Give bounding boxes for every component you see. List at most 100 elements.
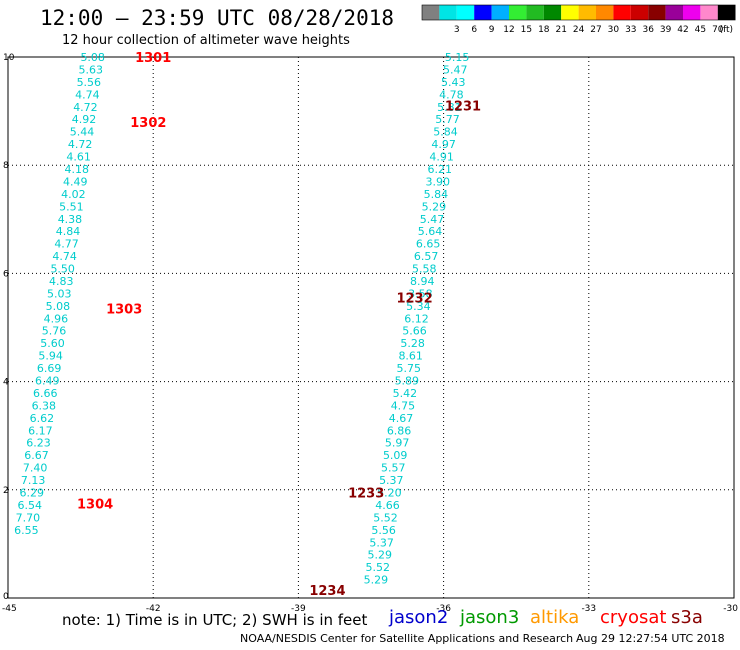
swh-value-label: 4.67 <box>389 412 414 425</box>
legend-swatch <box>561 5 579 20</box>
legend-swatch <box>613 5 631 20</box>
legend-swatch <box>683 5 701 20</box>
legend-tick-label: 15 <box>521 25 532 35</box>
swh-value-label: 4.92 <box>72 113 97 126</box>
mission-label-jason3: jason3 <box>460 607 520 628</box>
swh-value-label: 6.57 <box>414 250 439 263</box>
x-tick-label: -30 <box>723 604 738 614</box>
time-label: 1231 <box>445 100 481 115</box>
swh-value-label: 5.37 <box>369 536 394 549</box>
swh-value-label: 3.58 <box>408 287 433 300</box>
time-label: 1232 <box>396 292 432 307</box>
y-tick-label: 4 <box>3 378 9 388</box>
swh-value-label: 4.77 <box>54 238 79 251</box>
footer-note: note: 1) Time is in UTC; 2) SWH is in fe… <box>62 611 368 629</box>
swh-value-label: 4.97 <box>431 138 456 151</box>
plot-frame <box>7 56 735 599</box>
swh-value-label: 6.66 <box>33 387 58 400</box>
legend-border <box>421 4 736 21</box>
legend-swatch <box>665 5 683 20</box>
swh-value-label: 5.81 <box>437 101 462 114</box>
swh-value-label: 6.86 <box>387 424 412 437</box>
swh-value-label: 5.52 <box>373 511 398 524</box>
swh-value-label: 4.91 <box>429 151 454 164</box>
swh-value-label: 6.38 <box>32 399 57 412</box>
legend-swatch <box>596 5 614 20</box>
swh-value-label: 4.75 <box>391 399 416 412</box>
swh-value-label: 5.44 <box>70 126 95 139</box>
legend-swatch <box>717 5 736 20</box>
swh-value-label: 4.74 <box>52 250 77 263</box>
y-tick-label: 8 <box>3 161 9 171</box>
swh-value-label: 8.61 <box>398 350 423 363</box>
legend-swatch <box>456 5 475 20</box>
legend-swatch <box>630 5 649 20</box>
legend-tick-label: 27 <box>590 25 601 35</box>
swh-values: 5.085.635.564.744.724.925.444.724.614.18… <box>14 51 469 587</box>
map-subtitle: 12 hour collection of altimeter wave hei… <box>62 33 350 48</box>
swh-value-label: 4.72 <box>73 101 98 114</box>
swh-value-label: 5.47 <box>420 213 445 226</box>
y-tick-label: 6 <box>3 269 9 279</box>
swh-value-label: 5.57 <box>381 462 406 475</box>
swh-value-label: 5.50 <box>50 263 75 276</box>
swh-value-label: 4.66 <box>375 499 400 512</box>
swh-value-label: 6.29 <box>19 487 44 500</box>
swh-value-label: 5.08 <box>46 300 71 313</box>
swh-value-label: 6.17 <box>28 424 53 437</box>
legend-swatch <box>422 5 440 20</box>
legend-swatch <box>491 5 509 20</box>
swh-value-label: 5.29 <box>422 200 447 213</box>
x-tick-label: -42 <box>146 604 161 614</box>
time-label: 1302 <box>130 116 166 131</box>
swh-value-label: 4.02 <box>61 188 86 201</box>
swh-value-label: 7.13 <box>21 474 46 487</box>
legend-tick-label: 3 <box>454 25 460 35</box>
swh-value-label: 6.12 <box>404 312 429 325</box>
legend-swatch <box>509 5 527 20</box>
swh-value-label: 5.47 <box>443 63 468 76</box>
swh-value-label: 6.62 <box>30 412 55 425</box>
legend-tick-label: 36 <box>642 25 654 35</box>
swh-value-label: 6.67 <box>24 449 49 462</box>
swh-value-label: 4.38 <box>58 213 83 226</box>
swh-value-label: 5.64 <box>418 225 443 238</box>
swh-value-label: 5.09 <box>383 449 408 462</box>
swh-value-label: 6.49 <box>35 375 60 388</box>
swh-value-label: 4.72 <box>68 138 93 151</box>
legend-tick-label: 18 <box>538 25 550 35</box>
swh-value-label: 5.60 <box>40 337 65 350</box>
time-label: 1234 <box>309 584 345 599</box>
y-tick-label: 2 <box>3 486 9 496</box>
swh-value-label: 5.58 <box>412 263 437 276</box>
swh-value-label: 5.51 <box>59 200 84 213</box>
swh-value-label: 5.20 <box>377 487 402 500</box>
swh-value-label: 4.96 <box>44 312 69 325</box>
swh-value-label: 4.61 <box>66 151 91 164</box>
swh-value-label: 6.21 <box>427 163 452 176</box>
mission-label-cryosat: cryosat <box>600 607 667 628</box>
swh-value-label: 5.56 <box>77 76 102 89</box>
swh-value-label: 5.75 <box>397 362 422 375</box>
mission-label-jason2: jason2 <box>389 607 449 628</box>
swh-value-label: 6.55 <box>14 524 39 537</box>
swh-value-label: 6.23 <box>26 437 51 450</box>
grid-lines <box>8 57 734 598</box>
x-tick-label: -39 <box>291 604 306 614</box>
legend-swatch <box>648 5 666 20</box>
swh-value-label: 5.94 <box>38 350 63 363</box>
legend-unit-label: (ft) <box>719 25 733 35</box>
swh-value-label: 5.29 <box>364 574 389 587</box>
swh-value-label: 5.89 <box>395 375 420 388</box>
swh-value-label: 5.77 <box>435 113 460 126</box>
swh-value-label: 4.74 <box>75 88 100 101</box>
swh-value-label: 5.52 <box>366 561 391 574</box>
swh-value-label: 5.37 <box>379 474 404 487</box>
legend-tick-label: 33 <box>625 25 636 35</box>
swh-value-label: 4.84 <box>56 225 81 238</box>
time-label: 1303 <box>106 303 142 318</box>
time-label: 1304 <box>77 497 113 512</box>
legend-tick-label: 6 <box>471 25 477 35</box>
mission-label-s3a: s3a <box>671 607 703 628</box>
